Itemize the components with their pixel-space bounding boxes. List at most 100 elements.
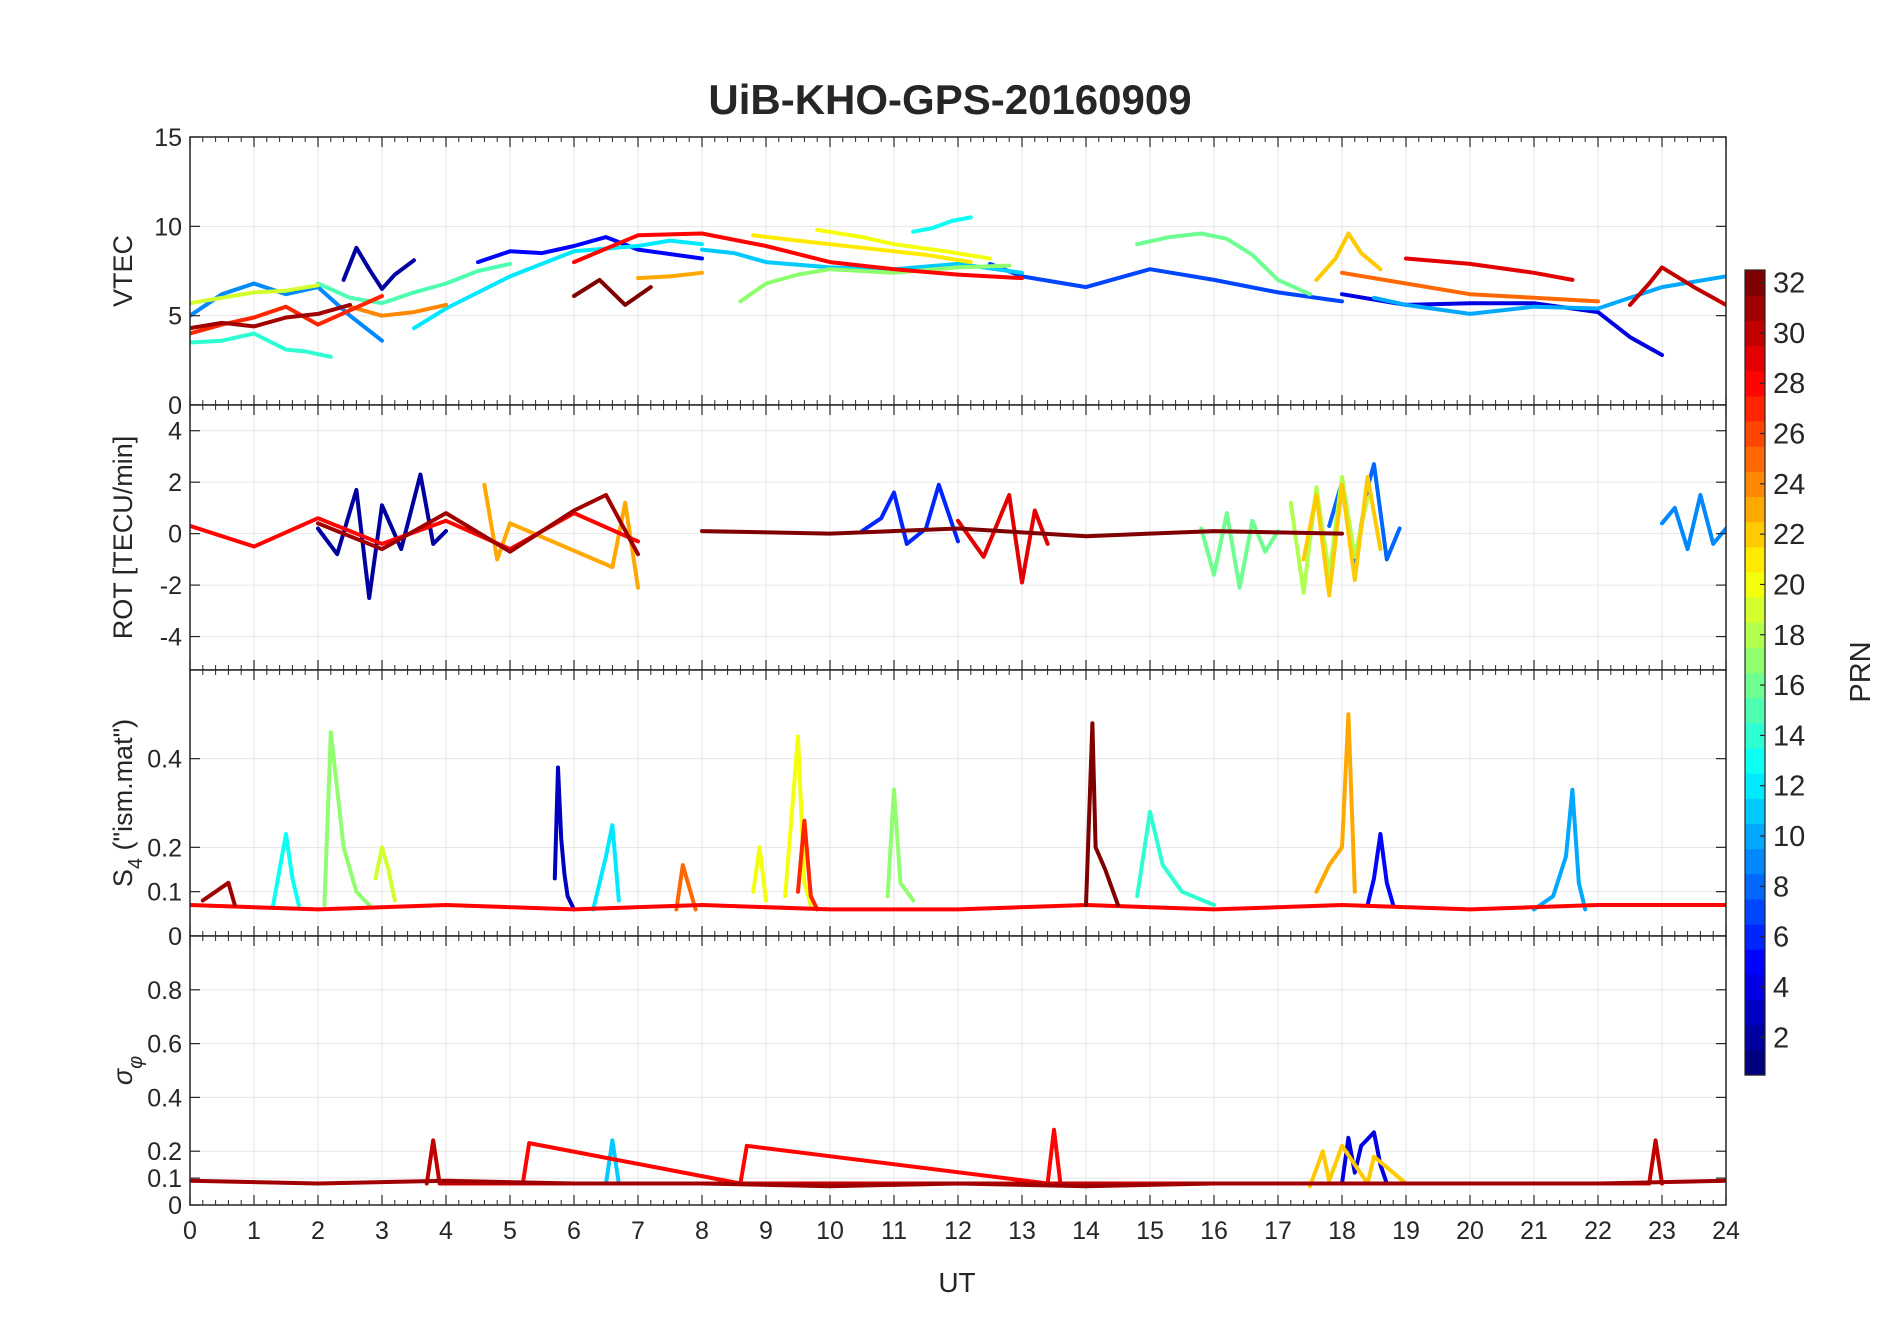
colorbar-tick-label: 10 (1773, 821, 1805, 853)
y-tick-label: 0 (168, 1192, 182, 1220)
y-axis-label: S4 ("ism.mat") (108, 719, 147, 887)
y-tick-label: 5 (168, 303, 182, 331)
colorbar-tick-label: 2 (1773, 1022, 1789, 1054)
series-line-prn-22 (1301, 475, 1383, 598)
series-line-prn-19 (373, 845, 397, 903)
colorbar-swatch-15 (1745, 697, 1765, 724)
series-line-prn-28 (190, 903, 1726, 912)
colorbar-swatch-18 (1745, 622, 1765, 648)
colorbar-tick-label: 28 (1773, 368, 1805, 400)
colorbar-tick-label: 4 (1773, 972, 1789, 1004)
y-tick-label: 0 (168, 923, 182, 951)
y-axis-label-subscript: φ (125, 1056, 147, 1069)
y-tick-label: 0.2 (147, 834, 182, 862)
series-line-prn-12 (591, 823, 621, 912)
series-line-prn-27 (796, 818, 820, 912)
series-line-prn-15 (316, 261, 512, 306)
x-tick-label: 15 (1136, 1217, 1164, 1245)
x-tick-label: 17 (1264, 1217, 1292, 1245)
series-line-prn-17 (738, 263, 1012, 304)
series-line-prn-5 (1365, 832, 1396, 907)
series-line-prn-32 (572, 277, 653, 307)
y-tick-label: 0.8 (147, 977, 182, 1005)
colorbar-swatch-6 (1745, 924, 1765, 950)
y-axis-label: ROT [TECU/min] (108, 436, 138, 640)
colorbar-tick-label: 26 (1773, 419, 1805, 451)
series-line-prn-20 (783, 734, 813, 907)
series-line-prn-17 (885, 787, 916, 903)
series-line-prn-13 (271, 832, 301, 907)
colorbar-swatch-31 (1745, 295, 1765, 321)
series-line-prn-4 (1340, 1130, 1389, 1186)
colorbar-swatch-5 (1745, 949, 1765, 975)
y-tick-label: 0.1 (147, 879, 182, 907)
y-tick-label: 0 (168, 392, 182, 420)
x-tick-label: 6 (567, 1217, 581, 1245)
colorbar-swatch-20 (1745, 571, 1765, 598)
colorbar-swatch-23 (1745, 496, 1765, 523)
colorbar-swatch-24 (1745, 471, 1765, 498)
series-line-prn-29 (1404, 256, 1575, 282)
chart-title: UiB-KHO-GPS-20160909 (708, 76, 1191, 123)
y-axis-label-part: S (108, 869, 138, 887)
colorbar-tick-label: 14 (1773, 720, 1805, 752)
colorbar-swatch-26 (1745, 420, 1765, 447)
x-tick-label: 5 (503, 1217, 517, 1245)
series-line-prn-14 (190, 331, 333, 359)
colorbar-swatch-11 (1745, 798, 1765, 825)
y-tick-label: 0.4 (147, 746, 182, 774)
series-line-prn-10 (1372, 274, 1726, 316)
colorbar-swatch-30 (1745, 320, 1765, 347)
y-axis-label: VTEC (108, 235, 138, 307)
panel-1: 0 5 10 15 VTEC (108, 124, 1727, 420)
colorbar-swatch-1 (1745, 1049, 1765, 1076)
series-line-prn-13 (911, 215, 973, 234)
colorbar-tick-label: 22 (1773, 519, 1805, 551)
colorbar-swatch-17 (1745, 647, 1765, 674)
colorbar-swatch-21 (1745, 546, 1765, 573)
y-tick-label: 0.2 (147, 1138, 182, 1166)
series-line-prn-19 (190, 283, 320, 306)
x-tick-label: 24 (1712, 1217, 1740, 1245)
x-tick-label: 3 (375, 1217, 389, 1245)
series-line-prn-5 (476, 235, 704, 265)
colorbar-swatch-16 (1745, 672, 1765, 699)
series-line-prn-10 (1532, 787, 1588, 912)
colorbar-swatch-27 (1745, 395, 1765, 422)
colorbar-swatch-22 (1745, 521, 1765, 548)
panel-series (190, 712, 1726, 912)
series-line-prn-23 (636, 270, 704, 281)
colorbar-tick-label: 12 (1773, 771, 1805, 803)
y-tick-label: 2 (168, 469, 182, 497)
series-line-prn-31 (316, 493, 640, 557)
series-line-prn-28 (520, 1127, 1063, 1186)
x-tick-label: 10 (816, 1217, 844, 1245)
series-line-prn-31 (190, 302, 352, 331)
colorbar-swatch-32 (1745, 270, 1765, 296)
colorbar-tick-label: 24 (1773, 469, 1805, 501)
series-line-prn-25 (674, 863, 698, 912)
colorbar-swatch-3 (1745, 999, 1765, 1026)
colorbar-tick-label: 8 (1773, 871, 1789, 903)
x-tick-label: 0 (183, 1217, 197, 1245)
x-tick-label: 18 (1328, 1217, 1356, 1245)
y-axis-label-part: ("ism.mat") (108, 719, 138, 858)
colorbar-frame (1744, 269, 1766, 1076)
x-tick-label: 23 (1648, 1217, 1676, 1245)
colorbar-swatch-10 (1745, 823, 1765, 850)
x-tick-label: 1 (247, 1217, 261, 1245)
series-line-prn-21 (751, 233, 973, 265)
colorbar-swatch-9 (1745, 848, 1765, 875)
series-line-prn-29 (956, 493, 1050, 585)
panel-series (190, 462, 1726, 600)
colorbar-tick-label: 18 (1773, 620, 1805, 652)
series-line-prn-6 (860, 482, 960, 546)
colorbar-swatch-7 (1745, 898, 1765, 925)
colorbar-swatch-13 (1745, 747, 1765, 774)
y-tick-label: -2 (160, 572, 182, 600)
series-line-prn-23 (482, 482, 640, 590)
series-line-prn-30 (1628, 265, 1726, 307)
